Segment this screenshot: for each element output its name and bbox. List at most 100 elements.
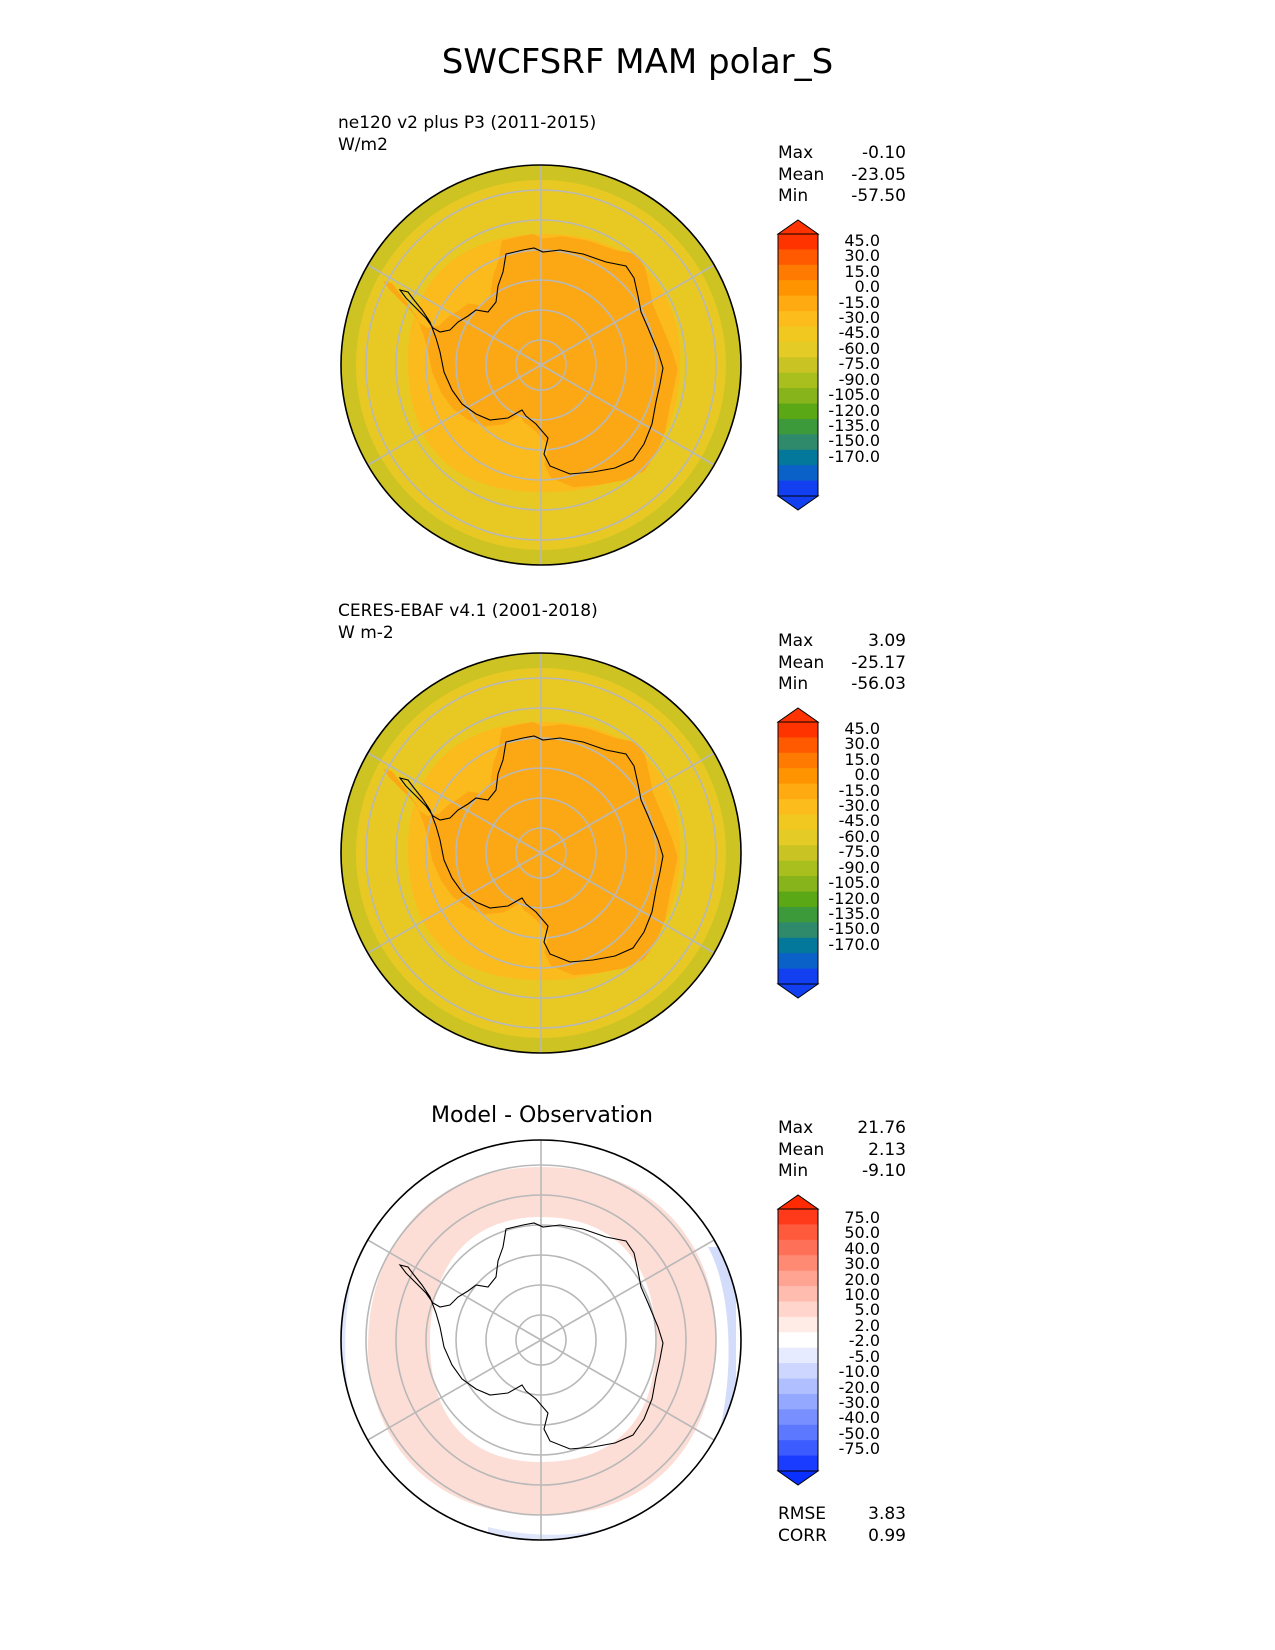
colorbar-swatch [778,860,818,877]
stat-mean-label: Mean [778,1139,825,1160]
colorbar-swatch [778,1409,818,1426]
colorbar-tick-label: -105.0 [828,873,880,893]
colorbar-tick-label: -75.0 [838,1439,880,1459]
stat-mean-value: -23.05 [851,164,906,185]
colorbar-tick-label: -50.0 [838,1423,880,1443]
panel-diff-title: Model - Observation [431,1103,653,1128]
colorbar-tick-label: -45.0 [838,811,880,831]
colorbar-frame [777,721,819,985]
panel-model-stats: Max -0.10 Mean -23.05 Min -57.50 [778,143,906,208]
longitude-line [540,1339,715,1441]
colorbar-tick-label: 15.0 [844,749,880,769]
longitude-line [540,852,715,954]
stat-max-label: Max [778,143,814,163]
colorbar-swatch [778,418,818,435]
field-interior [383,721,678,976]
coastline [398,1222,664,1450]
colorbar-swatch [778,1440,818,1457]
colorbar-tick-label: -150.0 [828,431,880,451]
longitude-line [367,364,542,466]
colorbar-frame [777,233,819,497]
stat-max-label: Max [778,1118,814,1138]
colorbar-tick-label: -15.0 [838,292,880,312]
colorbar-swatch [778,1209,818,1225]
colorbar-swatch [778,311,818,327]
colorbar-tick-label: 50.0 [844,1223,880,1243]
colorbar-swatch [778,752,818,769]
colorbar-tick-label: 30.0 [844,1254,880,1274]
colorbar-tick-label: -105.0 [828,385,880,405]
colorbar-tick-label: 15.0 [844,261,880,281]
colorbar-swatch [778,1270,818,1287]
colorbar-tick-label: -135.0 [828,903,880,923]
colorbar-tick-label: 10.0 [844,1285,880,1305]
stat-max-value: -0.10 [862,143,906,163]
coastline [398,247,664,475]
colorbar-tick-label: -30.0 [838,1392,880,1412]
colorbar-tick-label: 45.0 [844,231,880,250]
panel-obs-units: W m-2 [338,623,394,643]
colorbar-swatch [778,953,818,970]
colorbar-tick-label: -60.0 [838,338,880,358]
longitude-line [540,364,715,466]
colorbar-swatch [778,1455,818,1472]
panel-diff-stats: Max 21.76 Mean 2.13 Min -9.10 [778,1118,906,1183]
colorbar-swatch [778,1424,818,1441]
stat-min-value: -9.10 [862,1161,906,1181]
colorbar-swatch [778,1378,818,1395]
stat-max-value: 3.09 [868,631,906,651]
polar-map-diff [340,1139,742,1541]
colorbar-tick-label: -30.0 [838,308,880,328]
colorbar-obs [776,707,820,999]
stat-mean-label: Mean [778,164,825,185]
stat-min-label: Min [778,186,809,206]
colorbar-tick-label: -40.0 [838,1408,880,1428]
colorbar-swatch [778,1393,818,1410]
colorbar-tick-label: -90.0 [838,857,880,877]
longitude-line [367,1339,542,1441]
colorbar-extend-top [776,707,820,723]
longitude-line [540,752,715,854]
colorbar-tick-label: 45.0 [844,719,880,738]
colorbar-extend-top [776,219,820,235]
map-boundary [340,1139,742,1541]
colorbar-swatch [778,1332,818,1349]
panel-obs-title: CERES-EBAF v4.1 (2001-2018) [338,601,598,621]
colorbar-tick-label: -170.0 [828,934,880,954]
colorbar-swatch [778,341,818,358]
colorbar-swatch [778,799,818,815]
colorbar-swatch [778,1316,818,1333]
stat-min-label: Min [778,674,809,694]
colorbar-swatch [778,295,818,312]
colorbar-swatch [778,357,818,374]
polar-map-model [340,164,742,566]
colorbar-swatch [778,783,818,800]
colorbar-swatch [778,480,818,497]
colorbar-tick-label: -60.0 [838,826,880,846]
colorbar-swatch [778,968,818,985]
colorbar-tick-label: -20.0 [838,1377,880,1397]
colorbar-tick-label: -75.0 [838,354,880,374]
colorbar-tick-label: 5.0 [854,1300,880,1320]
colorbar-swatch [778,722,818,738]
colorbar-swatch [778,449,818,466]
longitude-line [540,264,715,366]
field-positive-ring [367,1167,717,1516]
map-boundary [340,164,742,566]
colorbar-tick-label: -45.0 [838,323,880,343]
colorbar-swatch [778,465,818,482]
colorbar-extend-bottom [776,1470,820,1486]
colorbar-swatch [778,1255,818,1272]
colorbar-tick-label: 30.0 [844,734,880,754]
longitude-line [367,1239,542,1341]
colorbar-tick-label: -2.0 [848,1331,880,1351]
colorbar-swatch [778,1286,818,1302]
colorbar-extend-bottom [776,495,820,511]
colorbar-tick-label: -120.0 [828,400,880,420]
longitude-line [367,852,542,954]
colorbar-swatch [778,1239,818,1256]
colorbar-swatch [778,891,818,908]
stat-mean-label: Mean [778,652,825,673]
stat-max-label: Max [778,631,814,651]
stat-max-value: 21.76 [857,1118,906,1138]
